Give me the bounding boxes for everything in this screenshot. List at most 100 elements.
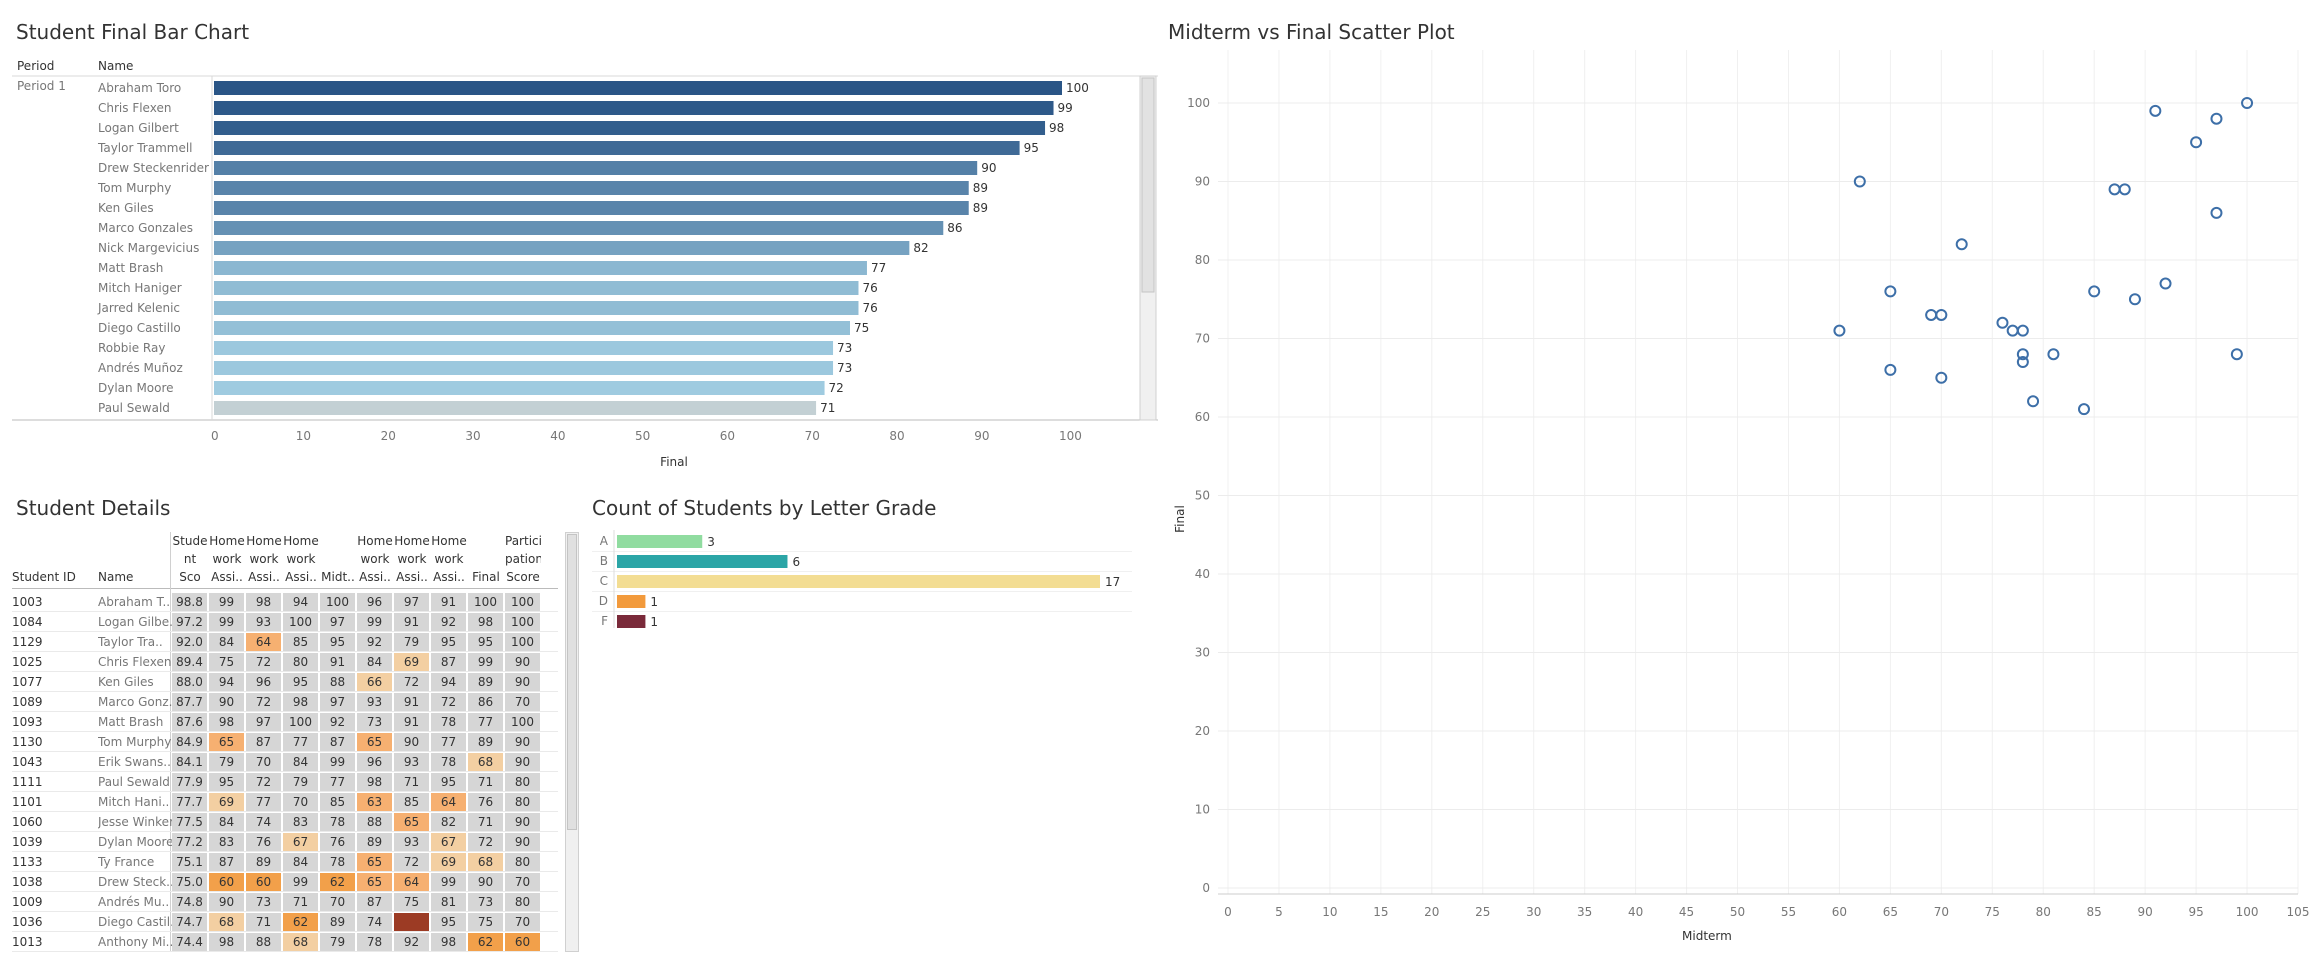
score-cell: 98 [468, 613, 504, 631]
x-tick-label: 85 [2087, 905, 2102, 919]
score-cell: 92.0 [172, 633, 208, 651]
x-tick-label: 5 [1275, 905, 1283, 919]
score-cell: 70 [320, 893, 356, 911]
score-cell: 82 [431, 813, 467, 831]
bar-value-label: 73 [837, 341, 852, 355]
score-cell: 90 [394, 733, 430, 751]
scatter-point [2159, 277, 2172, 290]
score-cell: 95 [320, 633, 356, 651]
column-header[interactable]: Name [98, 570, 134, 584]
bar [214, 141, 1020, 155]
score-cell: 72 [431, 693, 467, 711]
bar [214, 401, 817, 415]
bar-category-label: Logan Gilbert [98, 121, 179, 135]
score-cell: 68 [468, 853, 504, 871]
student-name-cell: Mitch Hani.. [98, 795, 170, 809]
score-cell: 78 [357, 933, 393, 951]
x-axis-label: Final [660, 455, 688, 469]
score-cell: 83 [283, 813, 319, 831]
score-cell: 100 [283, 613, 319, 631]
column-header[interactable]: Midt.. [321, 570, 355, 584]
score-cell: 60 [209, 873, 245, 891]
score-cell: 96 [246, 673, 282, 691]
score-cell: 95 [431, 633, 467, 651]
x-tick-label: 100 [1059, 429, 1082, 443]
score-cell: 97 [246, 713, 282, 731]
score-cell: 100 [505, 633, 541, 651]
score-cell: 78 [320, 853, 356, 871]
score-cell: 79 [209, 753, 245, 771]
column-header[interactable]: Home work Assi.. [246, 534, 282, 584]
x-tick-label: 10 [296, 429, 311, 443]
score-cell: 95 [283, 673, 319, 691]
scatter-point [2027, 395, 2040, 408]
column-header[interactable]: Home work Assi.. [357, 534, 393, 584]
score-cell: 66 [357, 673, 393, 691]
score-cell: 98 [431, 933, 467, 951]
letter-grade-bar-chart: A 3 B 6 C 17 D 1 F 1 [592, 530, 1132, 628]
score-cell: 94 [283, 593, 319, 611]
x-tick-label: 30 [465, 429, 480, 443]
scatter-point [1996, 316, 2009, 329]
student-name-cell: Drew Steck.. [98, 875, 174, 889]
x-tick-label: 35 [1577, 905, 1592, 919]
score-cell: 99 [357, 613, 393, 631]
row-divider [12, 811, 558, 812]
score-cell: 87 [431, 653, 467, 671]
column-header[interactable]: Home work Assi.. [394, 534, 430, 584]
score-cell: 90 [505, 753, 541, 771]
y-axis-label: Final [1173, 505, 1187, 533]
score-cell: 90 [505, 833, 541, 851]
row-divider [12, 711, 558, 712]
score-cell: 90 [505, 673, 541, 691]
column-header[interactable]: Home work Assi.. [431, 534, 467, 584]
column-header[interactable]: Student ID [12, 570, 76, 584]
x-tick-label: 90 [974, 429, 989, 443]
score-cell: 65 [357, 853, 393, 871]
column-header[interactable]: Final [472, 570, 500, 584]
student-id-cell: 1013 [12, 935, 43, 949]
period-header: Period [17, 59, 55, 73]
row-divider [12, 671, 558, 672]
x-tick-label: 40 [1628, 905, 1643, 919]
x-tick-label: 75 [1985, 905, 2000, 919]
bar-category-label: Nick Margevicius [98, 241, 199, 255]
student-id-cell: 1060 [12, 815, 43, 829]
score-cell: 89 [468, 673, 504, 691]
score-cell: 65 [357, 733, 393, 751]
x-tick-label: 60 [1832, 905, 1847, 919]
column-header[interactable]: Home work Assi.. [209, 534, 245, 584]
column-header[interactable]: Partici pation Score [505, 534, 541, 584]
score-cell: 85 [394, 793, 430, 811]
score-cell: 98 [357, 773, 393, 791]
score-cell: 79 [320, 933, 356, 951]
column-header[interactable]: Stude nt Sco re [172, 534, 208, 584]
score-cell: 95 [468, 633, 504, 651]
column-header[interactable]: Home work Assi.. [283, 534, 319, 584]
bar-category-label: Abraham Toro [98, 81, 181, 95]
bar [214, 261, 867, 275]
student-name-cell: Marco Gonz.. [98, 695, 177, 709]
bar-category-label: Taylor Trammell [97, 141, 193, 155]
bar-value-label: 75 [854, 321, 869, 335]
bar-category-label: Paul Sewald [98, 401, 170, 415]
bar [214, 161, 978, 175]
score-cell: 99 [320, 753, 356, 771]
score-cell: 70 [505, 913, 541, 931]
scrollbar-thumb [1141, 77, 1155, 293]
score-cell: 78 [431, 713, 467, 731]
score-cell: 76 [320, 833, 356, 851]
scatter-point [1884, 285, 1897, 298]
scatter-point [1935, 308, 1948, 321]
bar [214, 321, 850, 335]
score-cell: 87 [209, 853, 245, 871]
y-tick-label: 30 [1195, 646, 1210, 660]
score-cell: 77 [320, 773, 356, 791]
bar-category-label: Ken Giles [98, 201, 154, 215]
student-name-cell: Tom Murphy [98, 735, 172, 749]
row-divider [12, 771, 558, 772]
score-cell: 96 [357, 753, 393, 771]
table-scrollbar-thumb[interactable] [567, 534, 577, 830]
scatter-point [2078, 403, 2090, 416]
student-id-cell: 1093 [12, 715, 43, 729]
